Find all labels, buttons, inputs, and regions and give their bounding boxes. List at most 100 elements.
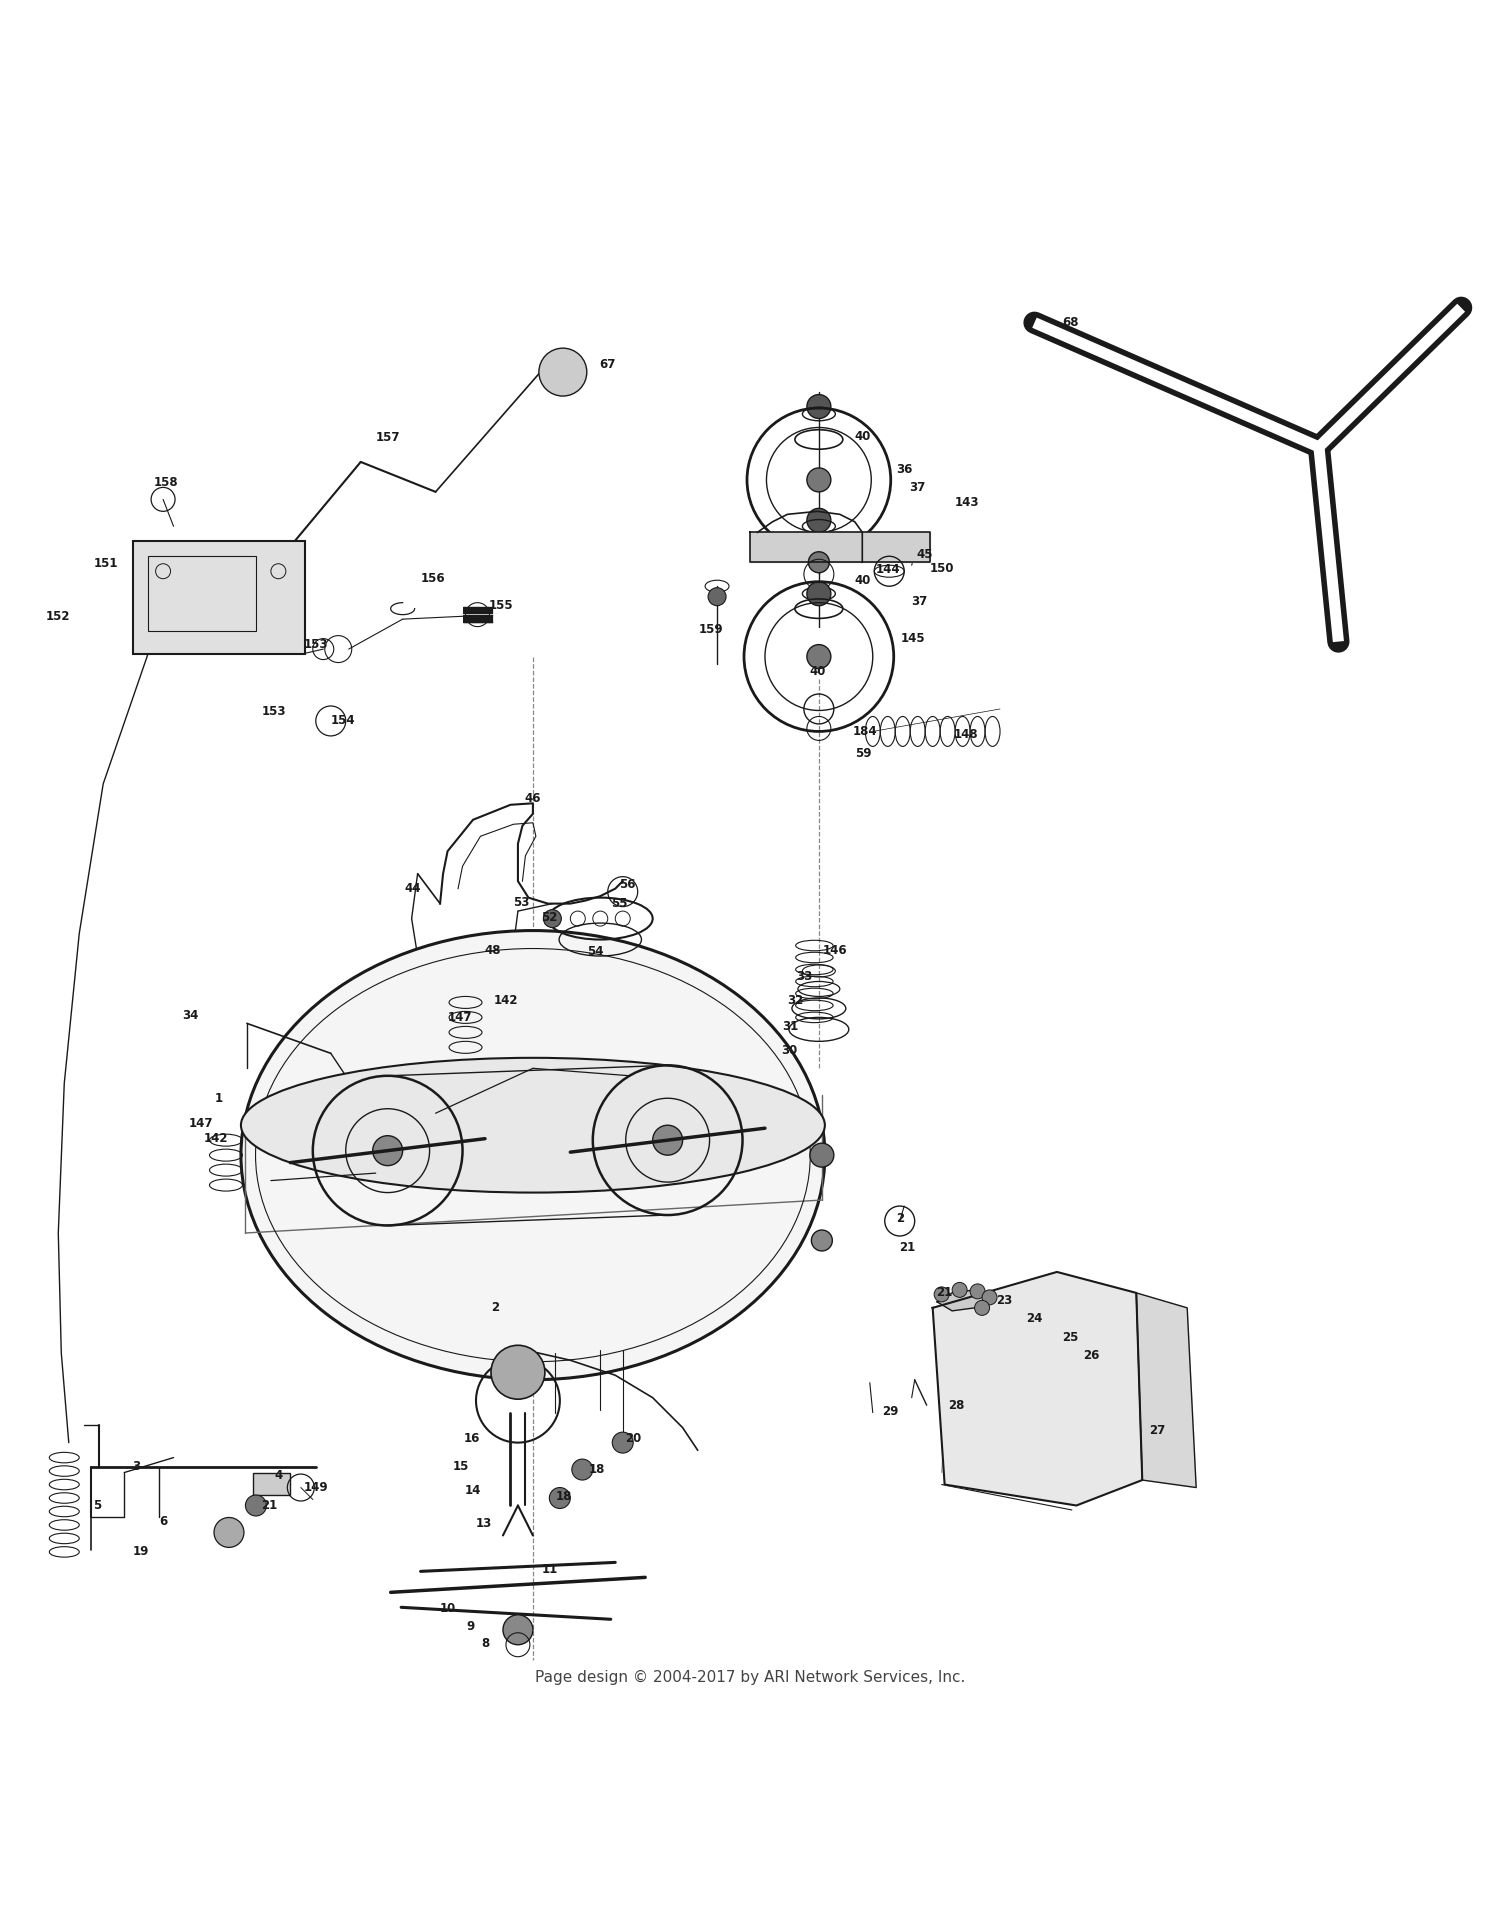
Text: 144: 144 (876, 563, 900, 576)
Text: 33: 33 (796, 971, 812, 983)
Text: 8: 8 (482, 1636, 489, 1650)
Text: 16: 16 (464, 1432, 480, 1445)
Polygon shape (750, 532, 930, 563)
Text: 31: 31 (783, 1019, 798, 1033)
Text: 54: 54 (588, 944, 604, 958)
Bar (254, 1472, 291, 1495)
Circle shape (612, 1432, 633, 1453)
Text: 48: 48 (484, 944, 501, 956)
Text: 26: 26 (1083, 1349, 1100, 1362)
Text: 184: 184 (853, 725, 877, 738)
Circle shape (549, 1488, 570, 1509)
Text: 142: 142 (202, 1133, 228, 1145)
Text: 143: 143 (956, 495, 980, 509)
Text: 11: 11 (542, 1563, 558, 1576)
Circle shape (543, 910, 561, 927)
Text: 34: 34 (182, 1010, 198, 1023)
Text: 40: 40 (853, 430, 870, 443)
Circle shape (538, 349, 586, 397)
Circle shape (246, 1495, 267, 1517)
Circle shape (708, 588, 726, 605)
Circle shape (807, 509, 831, 532)
Text: 59: 59 (855, 748, 871, 761)
Circle shape (812, 1229, 832, 1251)
Text: 37: 37 (909, 482, 926, 493)
Text: 40: 40 (808, 665, 825, 678)
Text: 147: 147 (189, 1118, 213, 1131)
Text: 159: 159 (699, 622, 723, 636)
Text: 23: 23 (996, 1293, 1012, 1307)
Text: 153: 153 (303, 638, 328, 651)
Polygon shape (1137, 1293, 1196, 1488)
Circle shape (970, 1283, 986, 1299)
Circle shape (808, 551, 830, 572)
Text: 146: 146 (824, 944, 848, 956)
Text: 10: 10 (440, 1603, 456, 1615)
Text: 3: 3 (132, 1461, 140, 1472)
Bar (134, 541, 306, 653)
Text: 20: 20 (626, 1432, 642, 1445)
Text: 4: 4 (274, 1468, 282, 1482)
Polygon shape (938, 1289, 990, 1310)
Text: 29: 29 (882, 1405, 898, 1418)
Circle shape (975, 1301, 990, 1316)
Text: 37: 37 (910, 595, 927, 607)
Text: 156: 156 (420, 572, 446, 586)
Polygon shape (933, 1272, 1143, 1505)
Circle shape (934, 1287, 950, 1303)
Text: 1: 1 (214, 1093, 222, 1104)
Text: 152: 152 (46, 609, 70, 622)
Circle shape (982, 1289, 998, 1305)
Text: 150: 150 (930, 563, 954, 574)
Circle shape (807, 582, 831, 605)
Text: 56: 56 (620, 877, 636, 890)
Text: 157: 157 (375, 432, 400, 445)
Circle shape (652, 1125, 682, 1154)
Text: 15: 15 (453, 1461, 470, 1472)
Text: 14: 14 (465, 1484, 482, 1497)
Text: 149: 149 (303, 1482, 328, 1493)
Text: 158: 158 (154, 476, 178, 489)
Text: 44: 44 (405, 883, 422, 896)
Text: 67: 67 (600, 358, 616, 372)
Text: 148: 148 (954, 728, 978, 740)
Circle shape (572, 1459, 592, 1480)
Text: 40: 40 (853, 574, 870, 586)
Text: 154: 154 (330, 715, 356, 728)
Text: 24: 24 (1026, 1312, 1042, 1326)
Text: 18: 18 (590, 1463, 606, 1476)
Text: 36: 36 (896, 462, 912, 476)
Text: 25: 25 (1062, 1332, 1078, 1345)
Text: 27: 27 (1149, 1424, 1166, 1438)
Text: 18: 18 (556, 1490, 573, 1503)
Text: 55: 55 (612, 898, 628, 910)
Circle shape (807, 395, 831, 418)
Text: 52: 52 (542, 911, 558, 923)
Text: 32: 32 (788, 994, 802, 1008)
Text: 30: 30 (782, 1044, 796, 1056)
Circle shape (807, 646, 831, 669)
Circle shape (503, 1615, 532, 1646)
Text: 147: 147 (447, 1012, 472, 1023)
Circle shape (952, 1281, 968, 1297)
Text: 45: 45 (916, 549, 933, 561)
Circle shape (810, 1143, 834, 1168)
Text: 142: 142 (494, 994, 517, 1008)
Text: 9: 9 (466, 1621, 474, 1634)
Text: 151: 151 (94, 557, 118, 570)
Text: 2: 2 (492, 1301, 500, 1314)
Text: 19: 19 (132, 1545, 148, 1559)
Text: 46: 46 (525, 792, 542, 805)
Text: 21: 21 (261, 1499, 278, 1513)
Ellipse shape (242, 931, 825, 1380)
Text: 6: 6 (159, 1515, 166, 1528)
Text: 53: 53 (513, 896, 529, 910)
Text: 13: 13 (476, 1517, 492, 1530)
Text: 145: 145 (902, 632, 926, 646)
Text: 5: 5 (93, 1499, 102, 1513)
Circle shape (490, 1345, 544, 1399)
Text: 155: 155 (489, 599, 514, 613)
Text: Page design © 2004-2017 by ARI Network Services, Inc.: Page design © 2004-2017 by ARI Network S… (536, 1671, 964, 1684)
Text: 28: 28 (948, 1399, 964, 1412)
Circle shape (372, 1135, 402, 1166)
